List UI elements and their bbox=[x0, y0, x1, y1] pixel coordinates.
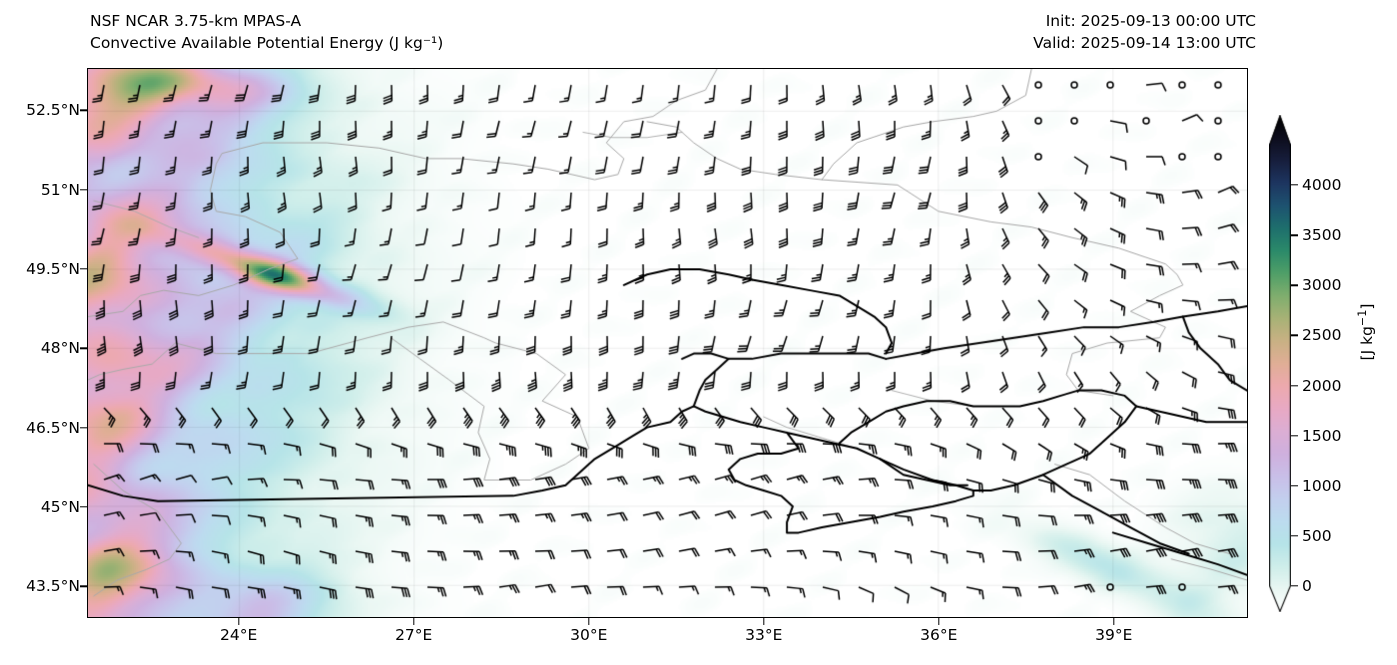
colorbar-tick-label: 1000 bbox=[1302, 476, 1342, 495]
map-plot-area bbox=[87, 68, 1248, 618]
y-tick-mark bbox=[80, 268, 87, 270]
colorbar-tick-mark bbox=[1291, 434, 1298, 437]
x-tick-mark bbox=[938, 618, 940, 625]
y-tick-label: 48°N bbox=[40, 339, 80, 358]
x-tick-label: 33°E bbox=[745, 626, 783, 644]
x-tick-mark bbox=[1113, 618, 1115, 625]
x-tick-mark bbox=[763, 618, 765, 625]
colorbar-tick-mark bbox=[1291, 384, 1298, 387]
field-title: Convective Available Potential Energy (J… bbox=[90, 34, 444, 52]
colorbar bbox=[1269, 115, 1291, 612]
y-tick-mark bbox=[80, 426, 87, 429]
x-tick-label: 24°E bbox=[220, 626, 258, 644]
x-tick-mark bbox=[237, 618, 240, 625]
y-tick-label: 46.5°N bbox=[26, 418, 80, 437]
colorbar-title: [J kg−1] bbox=[1356, 303, 1377, 361]
y-tick-label: 51°N bbox=[40, 180, 80, 199]
colorbar-tick-mark bbox=[1291, 284, 1298, 287]
colorbar-tick-label: 3000 bbox=[1302, 276, 1342, 295]
colorbar-tick-label: 3500 bbox=[1302, 226, 1342, 245]
colorbar-tick-label: 1500 bbox=[1302, 426, 1342, 445]
x-tick-label: 36°E bbox=[920, 626, 958, 644]
y-tick-label: 43.5°N bbox=[26, 577, 80, 596]
colorbar-tick-label: 0 bbox=[1302, 577, 1312, 595]
x-tick-mark bbox=[413, 618, 415, 625]
x-tick-mark bbox=[588, 618, 590, 625]
y-tick-mark bbox=[80, 585, 87, 587]
valid-time-label: Valid: 2025-09-14 13:00 UTC bbox=[1033, 34, 1256, 52]
y-tick-mark bbox=[80, 188, 87, 191]
colorbar-tick-mark bbox=[1291, 485, 1298, 487]
init-time-label: Init: 2025-09-13 00:00 UTC bbox=[1045, 12, 1256, 30]
colorbar-tick-label: 4000 bbox=[1302, 176, 1342, 195]
colorbar-tick-label: 500 bbox=[1302, 526, 1332, 545]
colorbar-tick-mark bbox=[1291, 334, 1298, 337]
y-tick-label: 52.5°N bbox=[26, 101, 80, 120]
colorbar-tick-mark bbox=[1291, 585, 1298, 587]
y-tick-mark bbox=[80, 506, 87, 508]
y-tick-label: 49.5°N bbox=[26, 259, 80, 278]
colorbar-tick-mark bbox=[1291, 184, 1298, 186]
colorbar-tick-label: 2000 bbox=[1302, 376, 1342, 395]
y-tick-mark bbox=[80, 347, 87, 349]
y-tick-mark bbox=[80, 109, 87, 111]
colorbar-tick-mark bbox=[1291, 234, 1298, 236]
x-tick-label: 27°E bbox=[395, 626, 433, 644]
y-tick-label: 45°N bbox=[40, 497, 80, 516]
colorbar-gradient bbox=[1269, 115, 1291, 612]
cape-field-canvas bbox=[88, 69, 1247, 617]
model-title: NSF NCAR 3.75-km MPAS-A bbox=[90, 12, 302, 30]
colorbar-tick-mark bbox=[1291, 535, 1298, 537]
x-tick-label: 30°E bbox=[570, 626, 608, 644]
x-tick-label: 39°E bbox=[1095, 626, 1133, 644]
colorbar-tick-label: 2500 bbox=[1302, 326, 1342, 345]
